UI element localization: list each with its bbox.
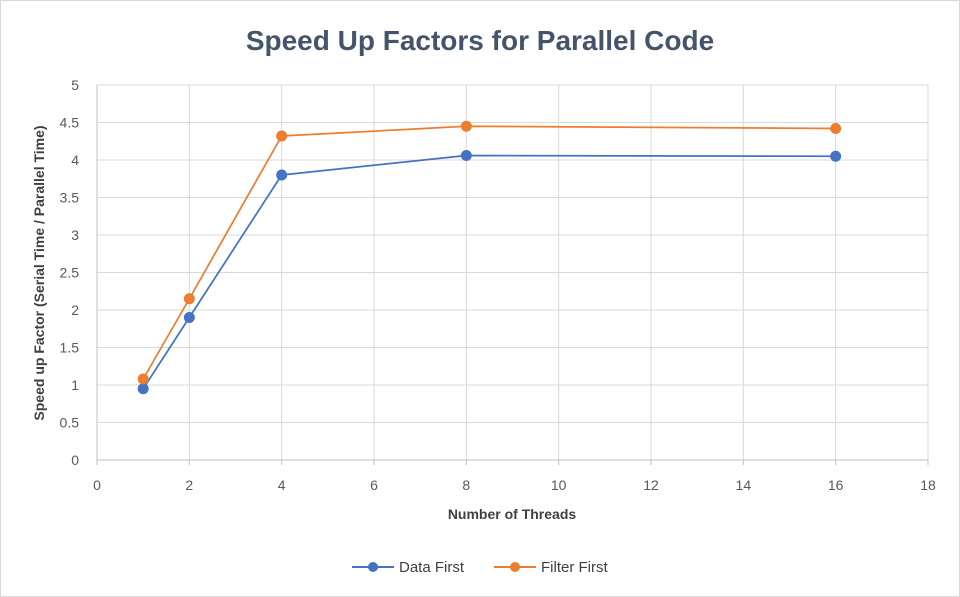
x-tick-label: 16: [828, 477, 844, 493]
x-tick-label: 14: [736, 477, 752, 493]
x-tick-label: 4: [278, 477, 286, 493]
data-point: [276, 130, 288, 142]
y-tick-label: 4.5: [60, 115, 80, 131]
legend-item: Filter First: [494, 559, 608, 576]
x-tick-label: 0: [93, 477, 101, 493]
y-tick-label: 0.5: [60, 415, 80, 431]
x-tick-labels: 0 2 4 6 8 10 12 14 16 18: [93, 477, 936, 493]
data-point: [183, 312, 195, 323]
legend: Data First Filter First: [352, 559, 608, 576]
data-point: [137, 373, 149, 385]
y-tick-label: 2.5: [60, 265, 80, 281]
data-point: [830, 123, 842, 134]
series-line: [142, 125, 836, 380]
y-tick-label: 1: [71, 377, 79, 393]
x-tick-label: 18: [920, 477, 936, 493]
x-tick-label: 10: [551, 477, 567, 493]
x-tick-label: 8: [462, 477, 470, 493]
legend-label: Data First: [399, 559, 465, 576]
data-point: [830, 150, 842, 162]
y-tick-label: 2: [71, 302, 79, 318]
legend-label: Filter First: [541, 559, 608, 576]
chart-title: Speed Up Factors for Parallel Code: [246, 25, 714, 56]
y-tick-label: 0: [71, 452, 79, 468]
x-axis-title: Number of Threads: [448, 506, 577, 522]
y-tick-label: 4: [71, 152, 79, 168]
x-tick-label: 12: [643, 477, 659, 493]
y-tick-label: 1.5: [60, 340, 80, 356]
y-tick-label: 3: [71, 227, 79, 243]
y-axis-title: Speed up Factor (Serial Time / Parallel …: [31, 125, 47, 420]
x-tick-label: 6: [370, 477, 378, 493]
data-point: [460, 120, 472, 132]
y-tick-label: 5: [71, 77, 79, 93]
y-tick-labels: 0 0.5 1 1.5 2 2.5 3 3.5 4 4.5 5: [60, 77, 80, 468]
legend-swatch-marker: [510, 562, 520, 572]
series-lines: [137, 120, 842, 395]
series-filter-first: [137, 120, 842, 385]
gridlines: [97, 84, 929, 460]
axes: [96, 85, 929, 465]
y-tick-label: 3.5: [60, 190, 80, 206]
x-tick-label: 2: [185, 477, 193, 493]
data-point: [183, 293, 195, 305]
legend-item: Data First: [352, 559, 465, 576]
data-point: [137, 383, 149, 395]
legend-swatch-marker: [368, 562, 378, 572]
data-point: [276, 169, 288, 181]
data-point: [460, 150, 472, 161]
